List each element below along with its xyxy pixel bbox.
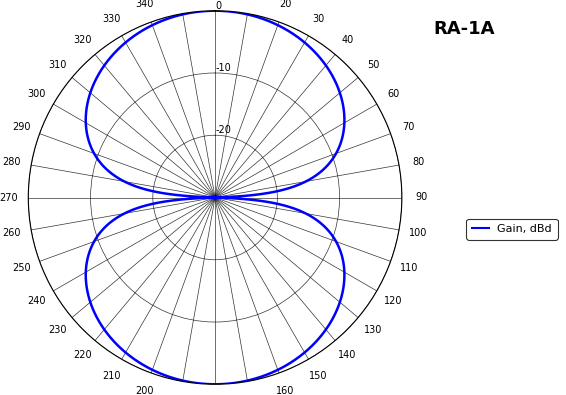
- Text: RA-1A: RA-1A: [434, 20, 495, 38]
- Legend: Gain, dBd: Gain, dBd: [466, 218, 558, 240]
